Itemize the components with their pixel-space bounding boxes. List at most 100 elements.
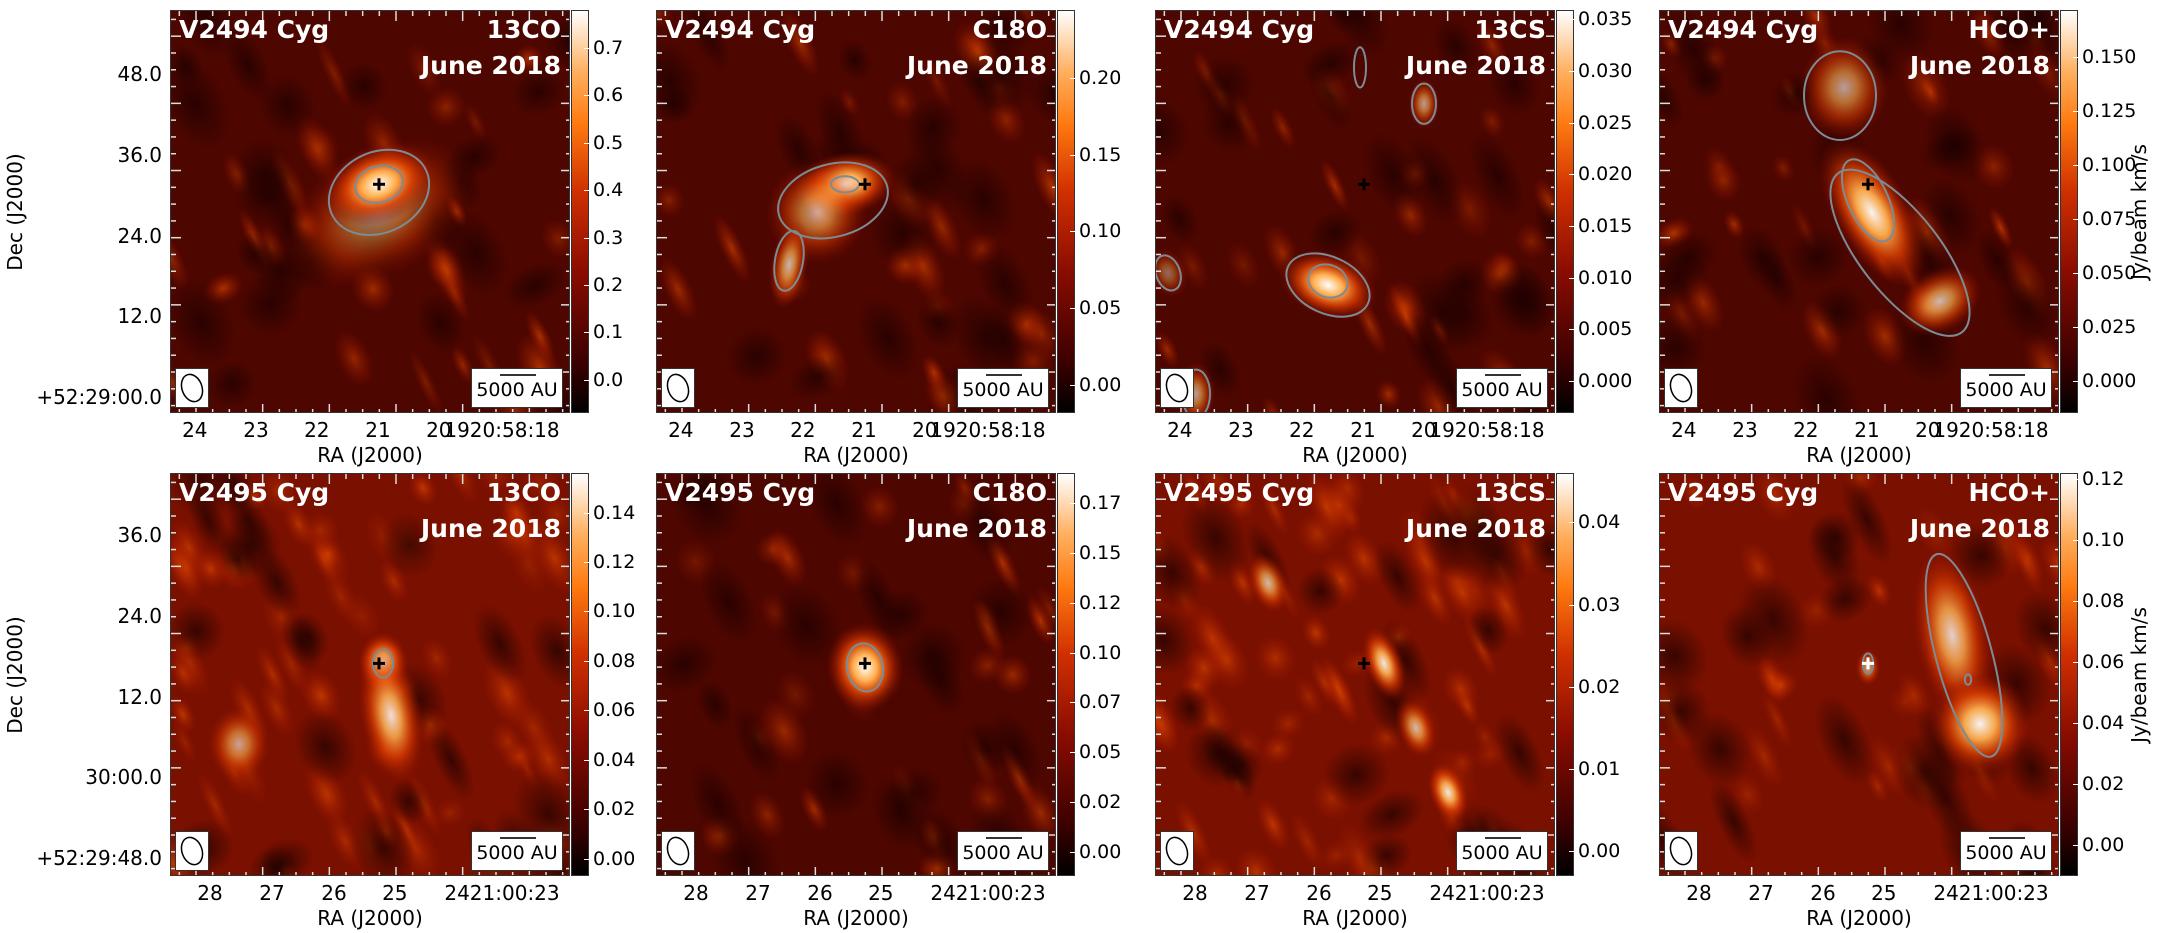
scale-bar-line: [986, 374, 1022, 376]
source-position-cross-icon: [859, 178, 871, 191]
colorbar-tick: [2073, 845, 2078, 847]
source-position-cross-icon: [859, 657, 871, 670]
x-tick-label: 22: [1289, 418, 1315, 442]
colorbar-tick: [1070, 77, 1075, 79]
y-tick-label: 48.0: [117, 62, 162, 87]
x-tick-label: 24: [1671, 418, 1697, 442]
molecular-line: 13CO: [486, 15, 561, 44]
colorbar-tick-label: 0.05: [1079, 297, 1122, 320]
noise-feature: [1472, 720, 1498, 755]
colorbar-tick: [1070, 602, 1075, 604]
x-axis-label: RA (J2000): [317, 443, 423, 467]
colorbar-tick: [1070, 652, 1075, 654]
colorbar-tick-label: 0.08: [2082, 590, 2125, 613]
colorbar: [1057, 473, 1075, 876]
dark-feature: [967, 576, 1035, 648]
noise-feature: [450, 345, 475, 385]
colorbar-tick-label: 0.15: [1079, 143, 1122, 166]
molecular-line: 13CO: [486, 478, 561, 507]
intensity-map: V2494 Cyg HCO+ June 2018 5000 AU: [1659, 10, 2059, 413]
dark-feature: [502, 261, 568, 310]
y-tick-label: 36.0: [117, 143, 162, 168]
x-tick-label: 24: [1167, 418, 1193, 442]
map-panel: V2494 Cyg 13CO June 2018 5000 AU 0.0 0.1 0.2 0.…: [3, 10, 623, 467]
noise-feature: [1259, 732, 1297, 766]
x-tick-label: 1920:58:18: [930, 418, 1046, 442]
noise-feature: [405, 41, 442, 97]
dark-feature: [472, 603, 527, 685]
dark-feature: [2015, 11, 2058, 69]
colorbar-tick: [1070, 502, 1075, 504]
colorbar-tick: [584, 809, 589, 811]
x-tick-label: 27: [259, 881, 285, 905]
scale-bar: 5000 AU: [957, 368, 1049, 408]
colorbar-tick: [1569, 380, 1574, 382]
noise-feature: [713, 214, 751, 283]
noise-feature: [299, 669, 342, 722]
noise-feature: [420, 636, 454, 680]
map-panel: V2494 Cyg HCO+ June 2018 5000 AU 0.000 0.025 0…: [1659, 10, 2151, 467]
noise-feature: [258, 679, 296, 738]
dark-feature: [442, 208, 510, 298]
colorbar-tick-label: 0.05: [1079, 741, 1122, 764]
noise-feature: [513, 44, 544, 73]
x-tick-label: 28: [1686, 881, 1712, 905]
scale-bar: 5000 AU: [1960, 368, 2052, 408]
x-tick-label: 22: [304, 418, 330, 442]
noise-feature: [489, 720, 526, 763]
dark-feature: [949, 156, 1018, 242]
dark-feature: [1424, 343, 1480, 412]
colorbar-tick: [584, 332, 589, 334]
dark-feature: [339, 61, 388, 112]
beam-ellipse-icon: [1664, 368, 1698, 408]
dark-feature: [217, 533, 259, 584]
colorbar-tick: [1569, 686, 1574, 688]
dark-feature: [171, 57, 231, 151]
dark-feature: [1791, 353, 1862, 412]
dark-feature: [856, 295, 920, 382]
dark-feature: [280, 610, 322, 673]
colorbar-tick-label: 0.10: [1079, 641, 1122, 664]
colorbar-tick-label: 0.12: [593, 551, 636, 573]
colorbar-tick-label: 0.050: [2082, 261, 2137, 284]
scale-bar: 5000 AU: [1456, 831, 1548, 871]
beam-ellipse-icon: [1664, 831, 1698, 871]
noise-feature: [425, 86, 467, 128]
scale-bar-label: 5000 AU: [1965, 379, 2047, 401]
emission-peak: [1246, 551, 1290, 614]
dark-feature: [233, 161, 303, 228]
colorbar-tick: [2073, 540, 2078, 542]
dark-feature: [979, 304, 1027, 374]
dark-feature: [1709, 779, 1758, 863]
colorbar-tick: [1070, 308, 1075, 310]
dark-feature: [2014, 590, 2058, 668]
scale-bar-line: [1989, 374, 2025, 376]
scale-bar-label: 5000 AU: [476, 379, 558, 401]
colorbar-tick: [1070, 702, 1075, 704]
x-tick-label: 20: [912, 418, 938, 442]
colorbar: [571, 473, 589, 876]
observation-epoch: June 2018: [906, 514, 1047, 543]
colorbar-tick: [584, 660, 589, 662]
y-tick-label: 12.0: [117, 684, 162, 709]
scale-bar: 5000 AU: [471, 368, 563, 408]
noise-feature: [1261, 396, 1283, 412]
x-tick-label: 2421:00:23: [1429, 881, 1545, 905]
dark-feature: [852, 557, 904, 642]
contour-line: [1924, 552, 2004, 758]
colorbar-tick-label: 0.025: [2082, 315, 2137, 338]
colorbar-tick: [584, 237, 589, 239]
colorbar-label: Jy/beam km/s: [2127, 143, 2151, 280]
noise-feature: [1723, 210, 1745, 239]
dark-feature: [709, 816, 781, 875]
scale-bar-label: 5000 AU: [1461, 379, 1543, 401]
x-tick-label: 23: [1732, 418, 1758, 442]
colorbar-tick: [584, 710, 589, 712]
colorbar-tick-label: 0.17: [1079, 491, 1122, 514]
colorbar-tick-label: 0.0: [593, 368, 624, 391]
colorbar-tick: [2073, 784, 2078, 786]
colorbar-tick-label: 0.2: [593, 273, 624, 296]
contour-line: [327, 148, 431, 236]
x-axis-label: RA (J2000): [1806, 443, 1912, 467]
dark-feature: [1296, 567, 1344, 615]
